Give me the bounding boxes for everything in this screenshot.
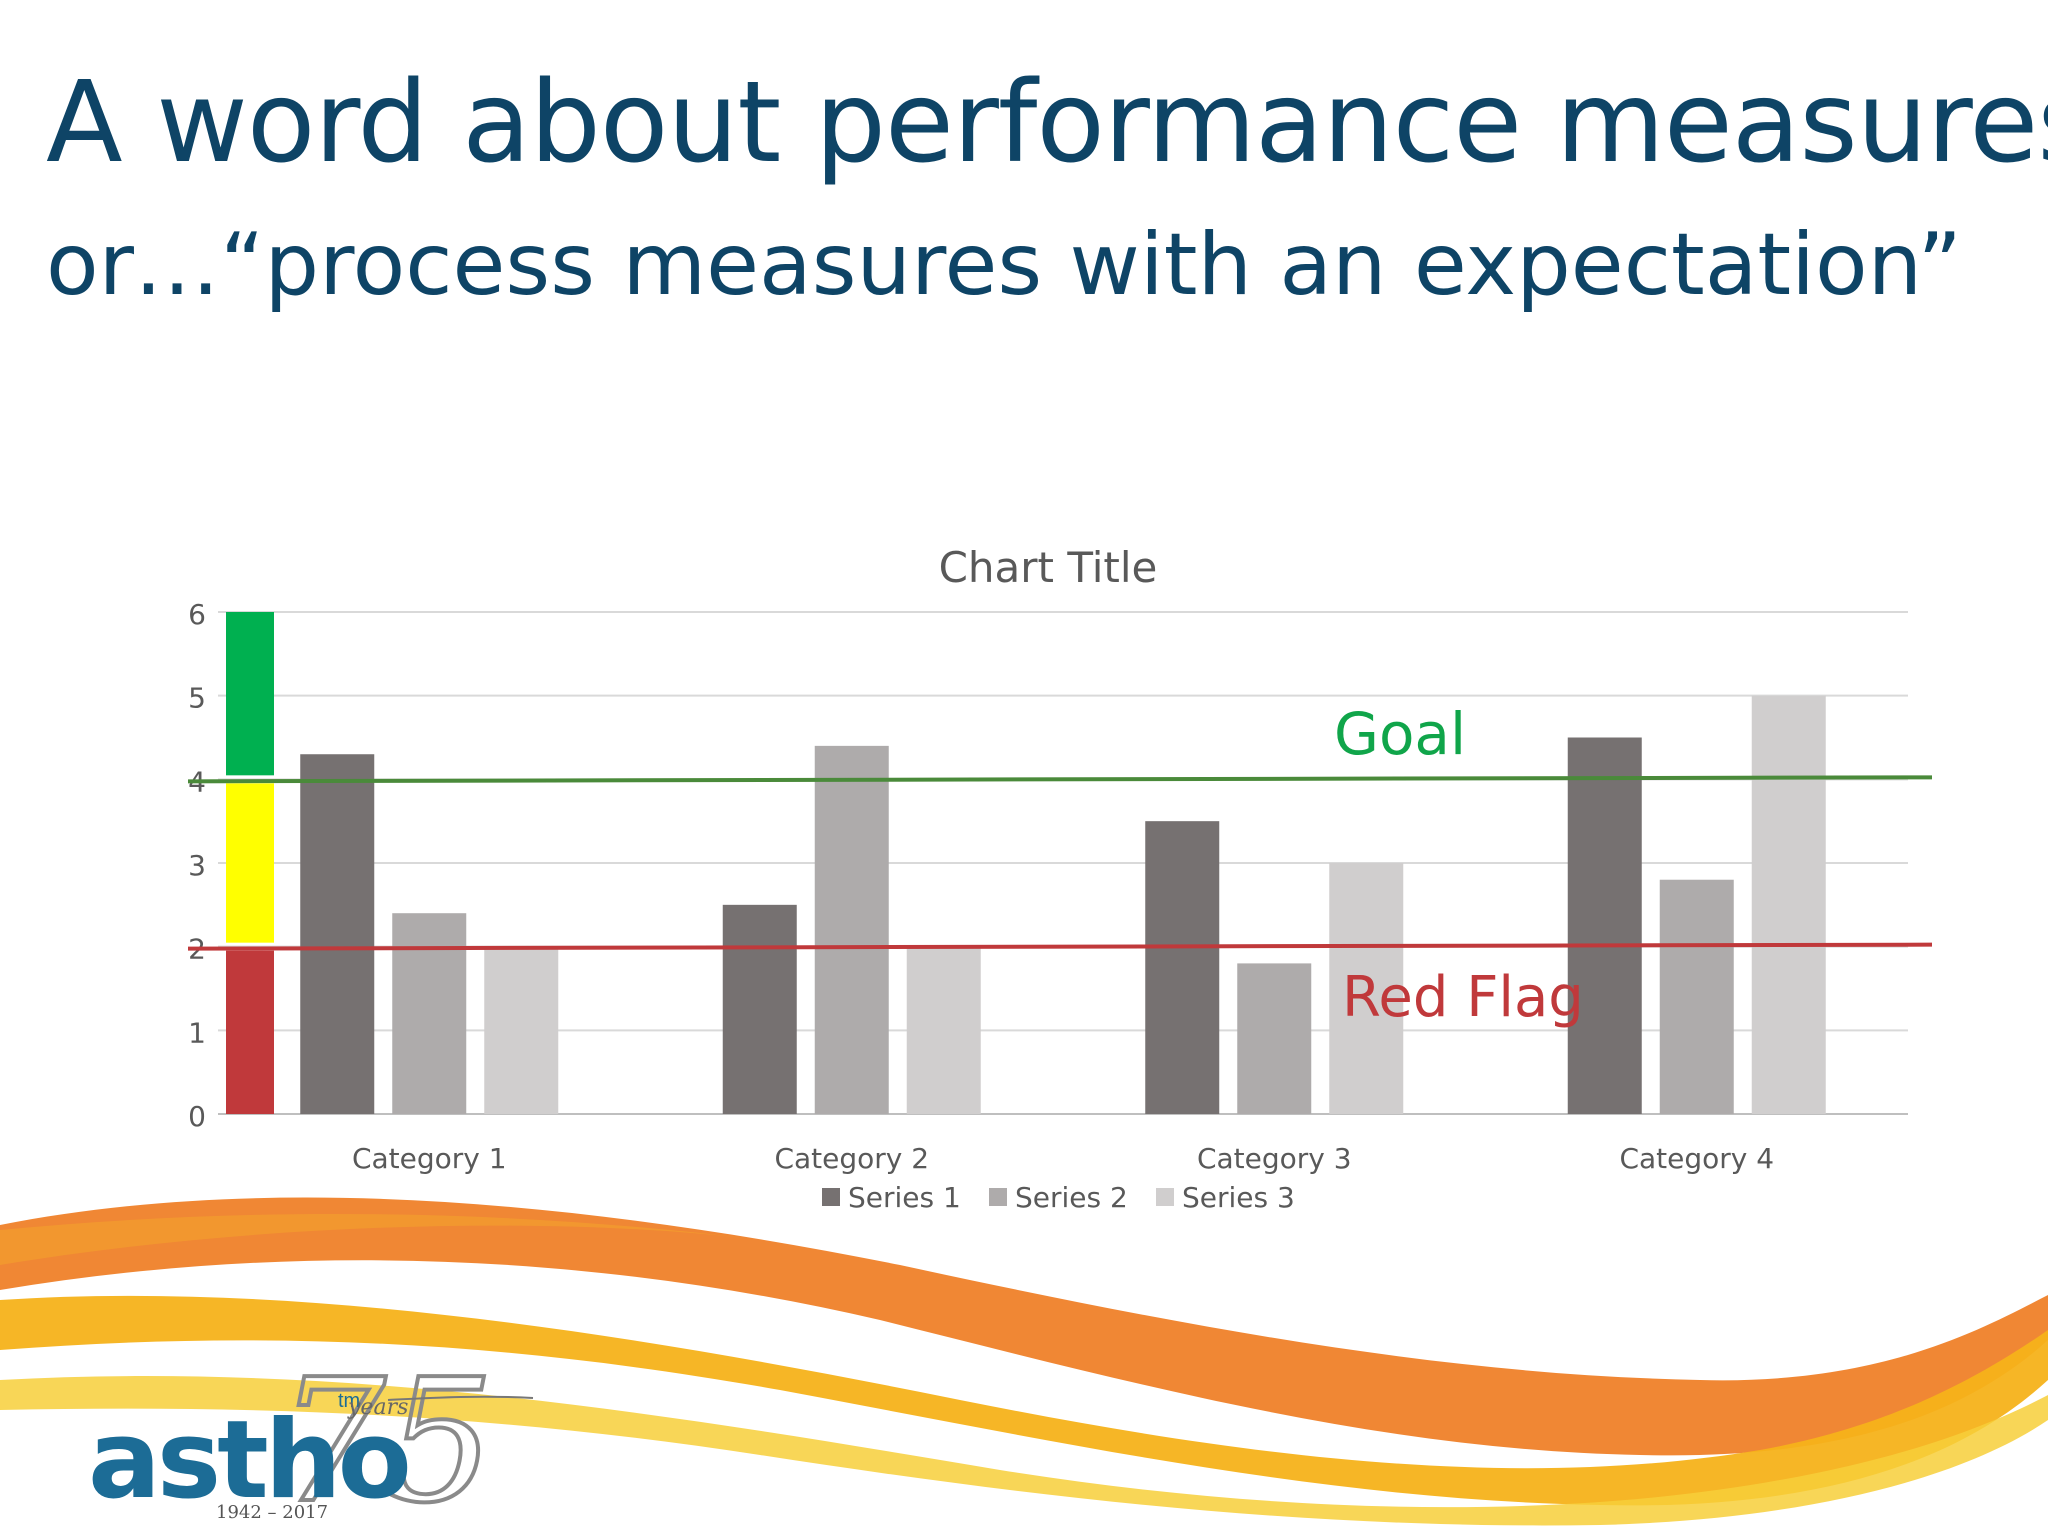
x-tick-label: Category 4 — [1619, 1142, 1774, 1175]
bar — [722, 904, 797, 1114]
bar — [814, 745, 889, 1114]
bar — [484, 946, 559, 1114]
logo-script: years — [348, 1395, 409, 1420]
swoosh-gold — [0, 1295, 2048, 1506]
goal-label: Goal — [1334, 700, 1466, 768]
slide-subtitle: or…“process measures with an expectation… — [46, 215, 1962, 315]
swoosh-yellow — [0, 1376, 2048, 1526]
y-tick-label: 0 — [188, 1100, 206, 1133]
bar — [1659, 879, 1734, 1114]
logo-dates: 1942 – 2017 — [216, 1502, 329, 1523]
status-band-green — [226, 612, 274, 776]
logo-75-mark: 75 — [276, 1341, 534, 1540]
logo-trademark: tm — [338, 1390, 361, 1412]
legend-label: Series 1 — [848, 1181, 961, 1214]
legend-label: Series 2 — [1015, 1181, 1128, 1214]
y-tick-label: 5 — [188, 682, 206, 715]
chart-title: Chart Title — [939, 543, 1158, 592]
x-tick-label: Category 2 — [774, 1142, 929, 1175]
x-tick-label: Category 3 — [1197, 1142, 1352, 1175]
reference-line — [187, 775, 1933, 784]
bar — [1567, 737, 1642, 1114]
bar — [1751, 695, 1826, 1114]
legend-label: Series 3 — [1182, 1181, 1295, 1214]
bar — [1237, 963, 1312, 1114]
y-tick-label: 3 — [188, 849, 206, 882]
red-flag-label: Red Flag — [1342, 965, 1584, 1030]
swoosh-top-band — [0, 1213, 760, 1265]
bar — [1329, 863, 1404, 1114]
status-band-yellow — [226, 783, 274, 943]
legend-swatch — [822, 1188, 840, 1206]
status-band-red — [226, 950, 274, 1114]
bar — [906, 946, 981, 1114]
legend-swatch — [1156, 1188, 1174, 1206]
y-tick-label: 6 — [188, 598, 206, 631]
logo-anniversary-number: 75 — [278, 1343, 494, 1540]
logo-wordmark: astho — [88, 1398, 412, 1523]
slide-title: A word about performance measures — [46, 58, 2048, 188]
swoosh-orange — [0, 1197, 2048, 1456]
bar — [392, 913, 467, 1114]
x-tick-label: Category 1 — [352, 1142, 507, 1175]
bar — [1145, 821, 1220, 1114]
y-tick-label: 1 — [188, 1016, 206, 1049]
bar — [300, 754, 375, 1114]
astho-logo: 75 astho tm years 1942 – 2017 — [88, 1340, 548, 1540]
reference-line — [187, 942, 1933, 951]
legend-swatch — [989, 1188, 1007, 1206]
